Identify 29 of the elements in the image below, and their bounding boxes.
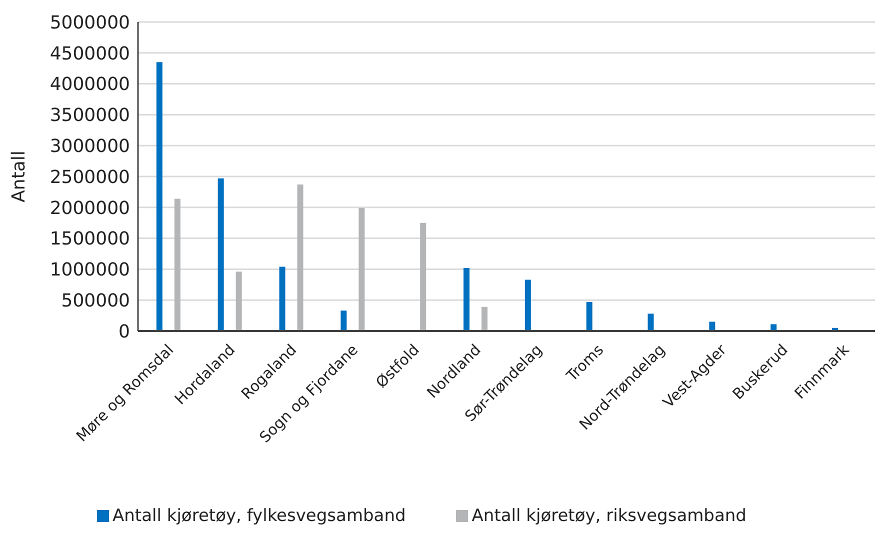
- bar: [709, 322, 716, 331]
- bar: [586, 302, 592, 331]
- bar: [236, 272, 242, 331]
- bar: [358, 208, 365, 331]
- bar: [648, 314, 654, 331]
- y-tick-label: 5000000: [50, 12, 130, 34]
- bar: [420, 222, 426, 331]
- bar: [524, 280, 531, 331]
- bar: [174, 198, 180, 331]
- y-tick-label: 3000000: [50, 136, 130, 157]
- y-tick-label: 4000000: [50, 74, 130, 96]
- legend-label: Antall kjøretøy, fylkesvegsamband: [112, 506, 406, 526]
- y-tick-label: 2000000: [50, 198, 130, 219]
- bar: [218, 178, 224, 331]
- y-tick-label: 1500000: [50, 228, 130, 250]
- y-tick-label: 2500000: [50, 166, 130, 188]
- y-tick-label: 3500000: [50, 105, 130, 126]
- y-tick-label: 4500000: [50, 43, 130, 64]
- bar: [297, 184, 304, 331]
- bar: [482, 306, 488, 331]
- legend-label: Antall kjøretøy, riksvegsamband: [472, 506, 746, 526]
- y-tick-label: 500000: [61, 290, 130, 312]
- y-tick-label: 0: [118, 321, 130, 342]
- bar: [279, 266, 286, 331]
- bar: [464, 268, 470, 331]
- y-axis-title: Antall: [8, 150, 30, 202]
- bar: [156, 62, 162, 331]
- bar: [340, 310, 347, 331]
- y-tick-label: 1000000: [50, 260, 130, 281]
